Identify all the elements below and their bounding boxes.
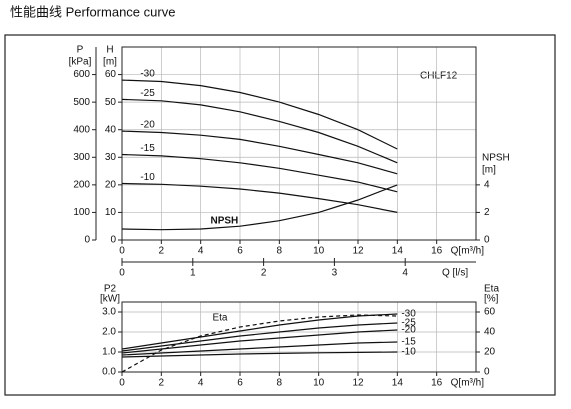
x-tick-label: 16 xyxy=(431,378,443,389)
y-tick-label: 50 xyxy=(105,97,117,108)
p-axis-label: P xyxy=(77,45,84,56)
curve xyxy=(121,351,398,358)
series-label: -15 xyxy=(401,337,416,348)
x-tick-label: 0 xyxy=(119,378,125,389)
curve xyxy=(121,98,398,164)
x-tick-label: 2 xyxy=(159,246,165,257)
x-tick-label: 4 xyxy=(198,246,204,257)
frame xyxy=(4,34,556,396)
p-axis-label: [kPa] xyxy=(69,57,92,68)
x-tick-label: 4 xyxy=(198,378,204,389)
x-tick-label: 6 xyxy=(237,378,243,389)
x-tick-label: 0 xyxy=(119,246,125,257)
y-axis-label: [kW] xyxy=(100,294,120,305)
x-axis-label: Q[m³/h] xyxy=(451,246,485,257)
series-label: Eta xyxy=(212,313,227,324)
curve xyxy=(121,341,398,356)
p-tick-label: 500 xyxy=(73,97,90,108)
chart-title: 性能曲线 Performance curve xyxy=(10,4,175,19)
curve xyxy=(121,130,398,175)
y-tick-label: 0 xyxy=(110,235,116,246)
plot-frame xyxy=(121,46,477,241)
p-tick-label: 400 xyxy=(73,124,90,135)
x2-axis-label: Q [l/s] xyxy=(442,268,468,279)
series-label: -20 xyxy=(140,120,155,131)
x-tick-label: 8 xyxy=(277,378,283,389)
x-tick-label: 8 xyxy=(277,246,283,257)
x2-tick-label: 3 xyxy=(332,268,338,279)
x2-tick-label: 2 xyxy=(261,268,267,279)
y2-tick-label: 0 xyxy=(484,367,490,378)
p-tick-label: 100 xyxy=(73,207,90,218)
y-tick-label: 3.0 xyxy=(102,307,116,318)
series-label: -25 xyxy=(401,318,416,329)
p-tick-label: 600 xyxy=(73,69,90,80)
y-tick-label: 2.0 xyxy=(102,327,116,338)
y2-tick-label: 0 xyxy=(484,235,490,246)
y-tick-label: 1.0 xyxy=(102,347,116,358)
y2-axis-label: [%] xyxy=(484,294,499,305)
x-tick-label: 12 xyxy=(352,246,364,257)
y2-tick-label: 20 xyxy=(484,347,496,358)
y-tick-label: 10 xyxy=(105,207,117,218)
p-tick-label: 200 xyxy=(73,179,90,190)
y2-tick-label: 60 xyxy=(484,307,496,318)
series-label: -30 xyxy=(401,309,416,320)
x-tick-label: 10 xyxy=(313,246,325,257)
x-tick-label: 14 xyxy=(392,246,404,257)
y2-tick-label: 40 xyxy=(484,327,496,338)
series-label: -10 xyxy=(401,347,416,358)
x2-tick-label: 0 xyxy=(119,268,125,279)
series-label: NPSH xyxy=(211,216,239,227)
x2-tick-label: 4 xyxy=(402,268,408,279)
curve xyxy=(121,329,398,354)
y2-axis-label: [m] xyxy=(482,165,496,176)
y-axis-label: P2 xyxy=(104,284,117,295)
curve xyxy=(121,182,398,213)
curve xyxy=(121,314,398,373)
x2-tick-label: 1 xyxy=(190,268,196,279)
p-tick-label: 300 xyxy=(73,152,90,163)
plot-frame xyxy=(121,301,477,373)
y-tick-label: 20 xyxy=(105,179,117,190)
y2-tick-label: 2 xyxy=(484,207,490,218)
x-tick-label: 12 xyxy=(352,378,364,389)
curve xyxy=(121,322,398,352)
x-axis-label: Q[m³/h] xyxy=(451,378,485,389)
annotation: CHLF12 xyxy=(420,71,458,82)
curve xyxy=(121,313,398,350)
y2-axis-label: Eta xyxy=(484,284,499,295)
x-tick-label: 14 xyxy=(392,378,404,389)
x-tick-label: 2 xyxy=(159,378,165,389)
series-label: -25 xyxy=(140,88,155,99)
series-label: -10 xyxy=(140,172,155,183)
y-axis-label: H xyxy=(106,45,113,56)
p-tick-label: 0 xyxy=(84,235,90,246)
series-label: -20 xyxy=(401,325,416,336)
series-label: -30 xyxy=(140,69,155,80)
curve xyxy=(121,153,398,193)
x-tick-label: 6 xyxy=(237,246,243,257)
y-tick-label: 40 xyxy=(105,124,117,135)
y-tick-label: 60 xyxy=(105,69,117,80)
series-label: -15 xyxy=(140,143,155,154)
curve xyxy=(121,79,398,150)
y2-tick-label: 4 xyxy=(484,179,490,190)
y-axis-label: [m] xyxy=(103,57,117,68)
y-tick-label: 30 xyxy=(105,152,117,163)
y-tick-label: 0.0 xyxy=(102,367,116,378)
x-tick-label: 16 xyxy=(431,246,443,257)
curve xyxy=(121,184,398,231)
x-tick-label: 10 xyxy=(313,378,325,389)
y2-axis-label: NPSH xyxy=(482,153,510,164)
